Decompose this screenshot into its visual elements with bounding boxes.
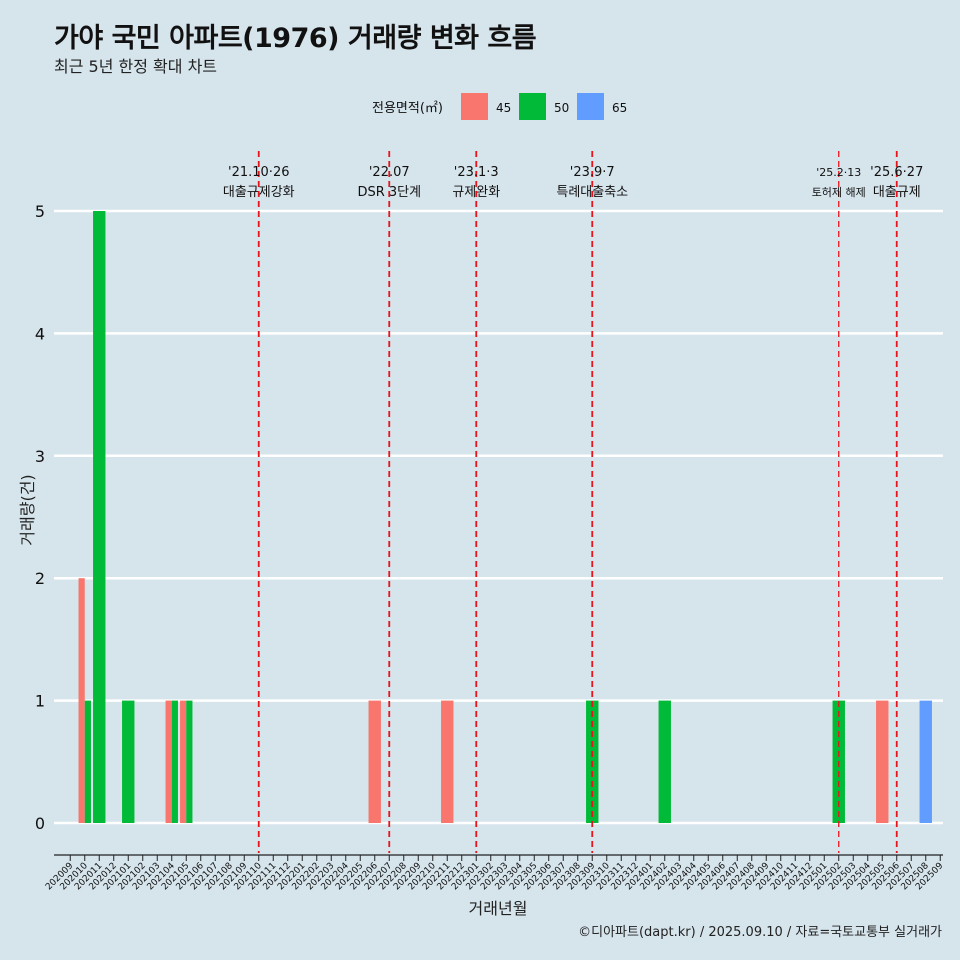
y-axis-title: 거래량(건): [18, 474, 37, 545]
bar-202211-45: [441, 700, 454, 823]
event-date: '23.9·7: [570, 165, 615, 180]
legend-title: 전용면적(㎡): [372, 101, 443, 116]
event-date: '25.6·27: [870, 165, 923, 180]
bar-202508-65: [919, 700, 932, 823]
y-tick-label: 2: [35, 569, 45, 588]
y-tick-label: 4: [35, 324, 45, 343]
legend-label-45: 45: [496, 101, 511, 115]
legend-label-65: 65: [612, 101, 627, 115]
event-label: 대출규제: [873, 185, 921, 200]
bar-202011-50: [93, 211, 106, 823]
bar-202402-50: [658, 700, 671, 823]
bar-202105-50: [186, 700, 193, 823]
event-date: '25.2·13: [816, 166, 861, 179]
source-caption: ©디아파트(dapt.kr) / 2025.09.10 / 자료=국토교통부 실…: [578, 925, 942, 940]
event-date: '21.10·26: [228, 165, 289, 180]
event-label: 토허제 해제: [812, 185, 866, 199]
event-label: 대출규제강화: [223, 185, 295, 200]
chart-subtitle: 최근 5년 한정 확대 차트: [54, 57, 218, 76]
y-tick-label: 3: [35, 447, 45, 466]
legend-key-45: [461, 93, 488, 120]
legend-key-50: [519, 93, 546, 120]
legend-label-50: 50: [554, 101, 569, 115]
bar-202101-50: [122, 700, 135, 823]
bar-202206-45: [368, 700, 381, 823]
event-label: DSR 3단계: [357, 185, 421, 200]
legend: 전용면적(㎡) 45 50 65: [372, 93, 627, 120]
x-axis-title: 거래년월: [469, 899, 528, 918]
bar-202104-50: [171, 700, 178, 823]
chart-title: 가야 국민 아파트(1976) 거래량 변화 흐름: [54, 23, 537, 54]
event-label: 규제완화: [452, 185, 500, 200]
event-date: '22.07: [369, 165, 410, 180]
bar-202105-45: [180, 700, 187, 823]
bar-202010-50: [84, 700, 91, 823]
grid-lines: [54, 209, 943, 825]
event-annotations: '21.10·26 대출규제강화 '22.07 DSR 3단계 '23.1·3 규제완화 '…: [223, 151, 923, 853]
y-tick-label: 0: [35, 814, 45, 833]
y-tick-label: 5: [35, 202, 45, 221]
legend-key-65: [577, 93, 604, 120]
bar-202010-45: [78, 578, 85, 823]
bar-202104-45: [165, 700, 172, 823]
bar-202505-45: [876, 700, 889, 823]
event-date: '23.1·3: [454, 165, 499, 180]
bars: [78, 211, 932, 823]
event-label: 특례대출축소: [556, 185, 628, 200]
y-tick-label: 1: [35, 692, 45, 711]
y-axis: 0 1 2 3 4 5: [35, 202, 45, 833]
x-axis: 2020092020102020112020122021012021022021…: [44, 854, 946, 892]
